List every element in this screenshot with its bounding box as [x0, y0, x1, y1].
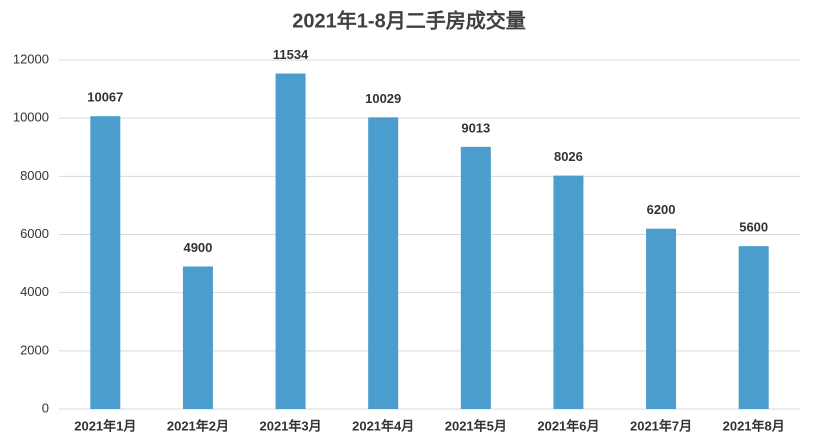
- x-tick-label: 2021年1月: [74, 418, 136, 433]
- value-label: 6200: [647, 202, 676, 217]
- x-tick-label: 2021年6月: [537, 418, 599, 433]
- bar: [460, 146, 491, 409]
- x-tick-label: 2021年2月: [167, 418, 229, 433]
- y-tick-label: 6000: [20, 226, 49, 241]
- y-tick-label: 8000: [20, 168, 49, 183]
- x-tick-label: 2021年8月: [723, 418, 785, 433]
- bar: [646, 228, 677, 409]
- bar: [275, 73, 306, 410]
- y-tick-label: 0: [42, 400, 49, 415]
- value-label: 8026: [554, 149, 583, 164]
- y-tick-label: 4000: [20, 284, 49, 299]
- value-label: 5600: [739, 220, 768, 235]
- bar: [182, 266, 213, 409]
- x-tick-label: 2021年7月: [630, 418, 692, 433]
- value-label: 11534: [273, 47, 309, 62]
- value-label: 10067: [87, 90, 123, 105]
- bar: [368, 117, 399, 410]
- y-tick-label: 2000: [20, 342, 49, 357]
- bar: [90, 116, 121, 410]
- bar: [738, 246, 769, 409]
- x-tick-label: 2021年4月: [352, 418, 414, 433]
- y-tick-label: 10000: [13, 110, 49, 125]
- value-label: 9013: [461, 120, 490, 135]
- y-tick-label: 12000: [13, 51, 49, 66]
- bar: [553, 175, 584, 409]
- x-tick-label: 2021年5月: [445, 418, 507, 433]
- value-label: 10029: [365, 91, 401, 106]
- x-tick-label: 2021年3月: [259, 418, 321, 433]
- value-label: 4900: [183, 240, 212, 255]
- chart-title: 2021年1-8月二手房成交量: [292, 8, 525, 32]
